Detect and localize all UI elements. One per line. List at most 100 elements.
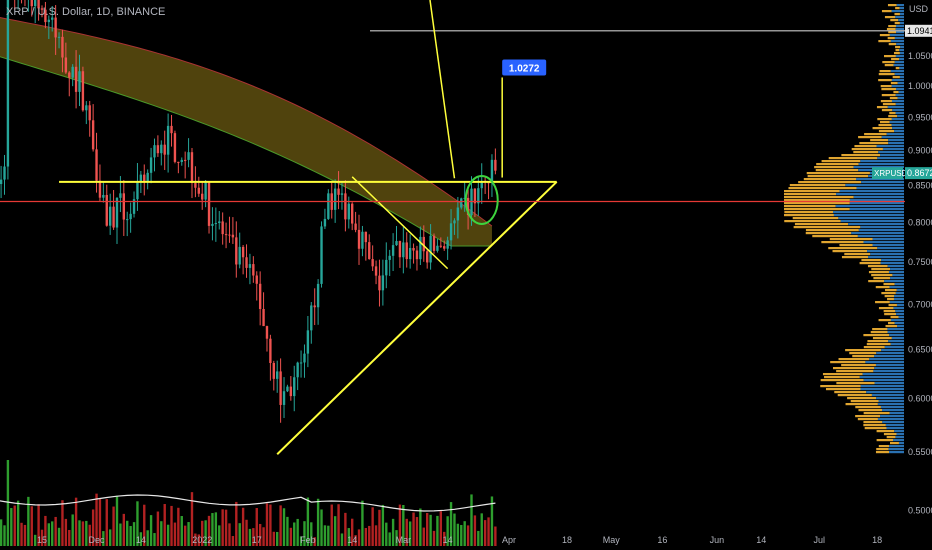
candle-body xyxy=(204,181,207,200)
volume-bar xyxy=(88,524,91,546)
profile-bar xyxy=(784,199,850,202)
profile-bar xyxy=(899,49,904,52)
candle-body xyxy=(374,266,378,276)
volume-bar xyxy=(402,505,405,546)
profile-bar xyxy=(866,391,904,394)
profile-bar xyxy=(828,157,878,160)
candle-body xyxy=(211,223,214,226)
volume-bar xyxy=(153,533,156,546)
volume-bar xyxy=(313,537,316,546)
profile-bar xyxy=(889,121,904,124)
candle-body xyxy=(289,386,293,397)
profile-bar xyxy=(822,373,863,376)
candle-body xyxy=(422,236,425,252)
candle-body xyxy=(6,0,10,167)
volume-bar xyxy=(160,521,163,546)
candle-body xyxy=(153,145,156,158)
x-tick-label: 2022 xyxy=(192,535,212,545)
candle-body xyxy=(105,194,108,226)
x-tick-label: Apr xyxy=(502,535,516,545)
candle-body xyxy=(98,180,102,198)
profile-bar xyxy=(897,325,904,328)
profile-bar xyxy=(895,16,904,19)
candle-body xyxy=(30,0,33,7)
profile-bar xyxy=(881,292,896,295)
last-price-label: 0.8672 xyxy=(907,168,932,178)
profile-bar xyxy=(864,133,887,136)
profile-bar xyxy=(883,283,895,286)
candle-body xyxy=(190,152,194,184)
profile-bar xyxy=(841,256,869,259)
profile-bar xyxy=(890,343,904,346)
y-tick-label: 0.5000 xyxy=(908,505,932,515)
volume-bar xyxy=(293,522,296,546)
profile-bar xyxy=(897,82,904,85)
profile-bar xyxy=(857,235,904,238)
profile-bar xyxy=(868,256,904,259)
profile-bar xyxy=(883,433,897,436)
candle-body xyxy=(412,247,415,251)
profile-bar xyxy=(836,382,875,385)
volume-bar xyxy=(78,520,81,546)
profile-bar xyxy=(877,157,904,160)
profile-bar xyxy=(833,367,875,370)
candle-body xyxy=(269,338,272,363)
volume-bar xyxy=(146,530,149,546)
candle-body xyxy=(432,235,436,251)
profile-bar xyxy=(844,253,871,256)
candle-body xyxy=(398,241,402,258)
profile-bar xyxy=(858,163,904,166)
volume-bar xyxy=(166,524,170,546)
profile-bar xyxy=(887,298,894,301)
candle-body xyxy=(245,257,248,268)
profile-bar xyxy=(880,85,892,88)
candle-body xyxy=(47,19,51,23)
profile-bar xyxy=(803,178,857,181)
candle-body xyxy=(163,144,166,155)
volume-bar xyxy=(272,531,275,546)
candle-body xyxy=(316,283,320,308)
volume-bar xyxy=(453,513,456,546)
symbol-box xyxy=(872,167,903,180)
candle-body xyxy=(364,231,368,243)
volume-bar xyxy=(347,528,350,546)
profile-bar xyxy=(898,19,904,22)
volume-bar xyxy=(419,508,422,546)
profile-bar xyxy=(863,421,883,424)
profile-bar xyxy=(881,10,892,13)
profile-bar xyxy=(894,73,904,76)
candle-body xyxy=(166,125,170,155)
profile-bar xyxy=(883,55,896,58)
profile-bar xyxy=(867,340,889,343)
candle-body xyxy=(443,246,446,249)
profile-bar xyxy=(878,319,891,322)
profile-bar xyxy=(784,190,840,193)
profile-bar xyxy=(872,238,904,241)
candle-body xyxy=(146,172,149,182)
profile-bar xyxy=(853,151,879,154)
profile-bar xyxy=(890,19,899,22)
profile-bar xyxy=(891,85,904,88)
profile-bar xyxy=(893,64,904,67)
profile-bar xyxy=(860,160,904,163)
profile-bar xyxy=(872,337,892,340)
profile-bar xyxy=(887,106,904,109)
profile-bar xyxy=(887,4,897,7)
candle-body xyxy=(129,213,132,220)
profile-bar xyxy=(853,166,904,169)
profile-bar xyxy=(863,346,885,349)
profile-bar xyxy=(899,76,904,79)
profile-bar xyxy=(884,280,904,283)
profile-bar xyxy=(890,316,899,319)
profile-bar xyxy=(894,130,904,133)
candle-body xyxy=(344,193,347,220)
profile-bar xyxy=(838,358,870,361)
x-tick-label: 16 xyxy=(657,535,667,545)
volume-bar xyxy=(388,532,391,546)
volume-bar xyxy=(357,529,361,546)
